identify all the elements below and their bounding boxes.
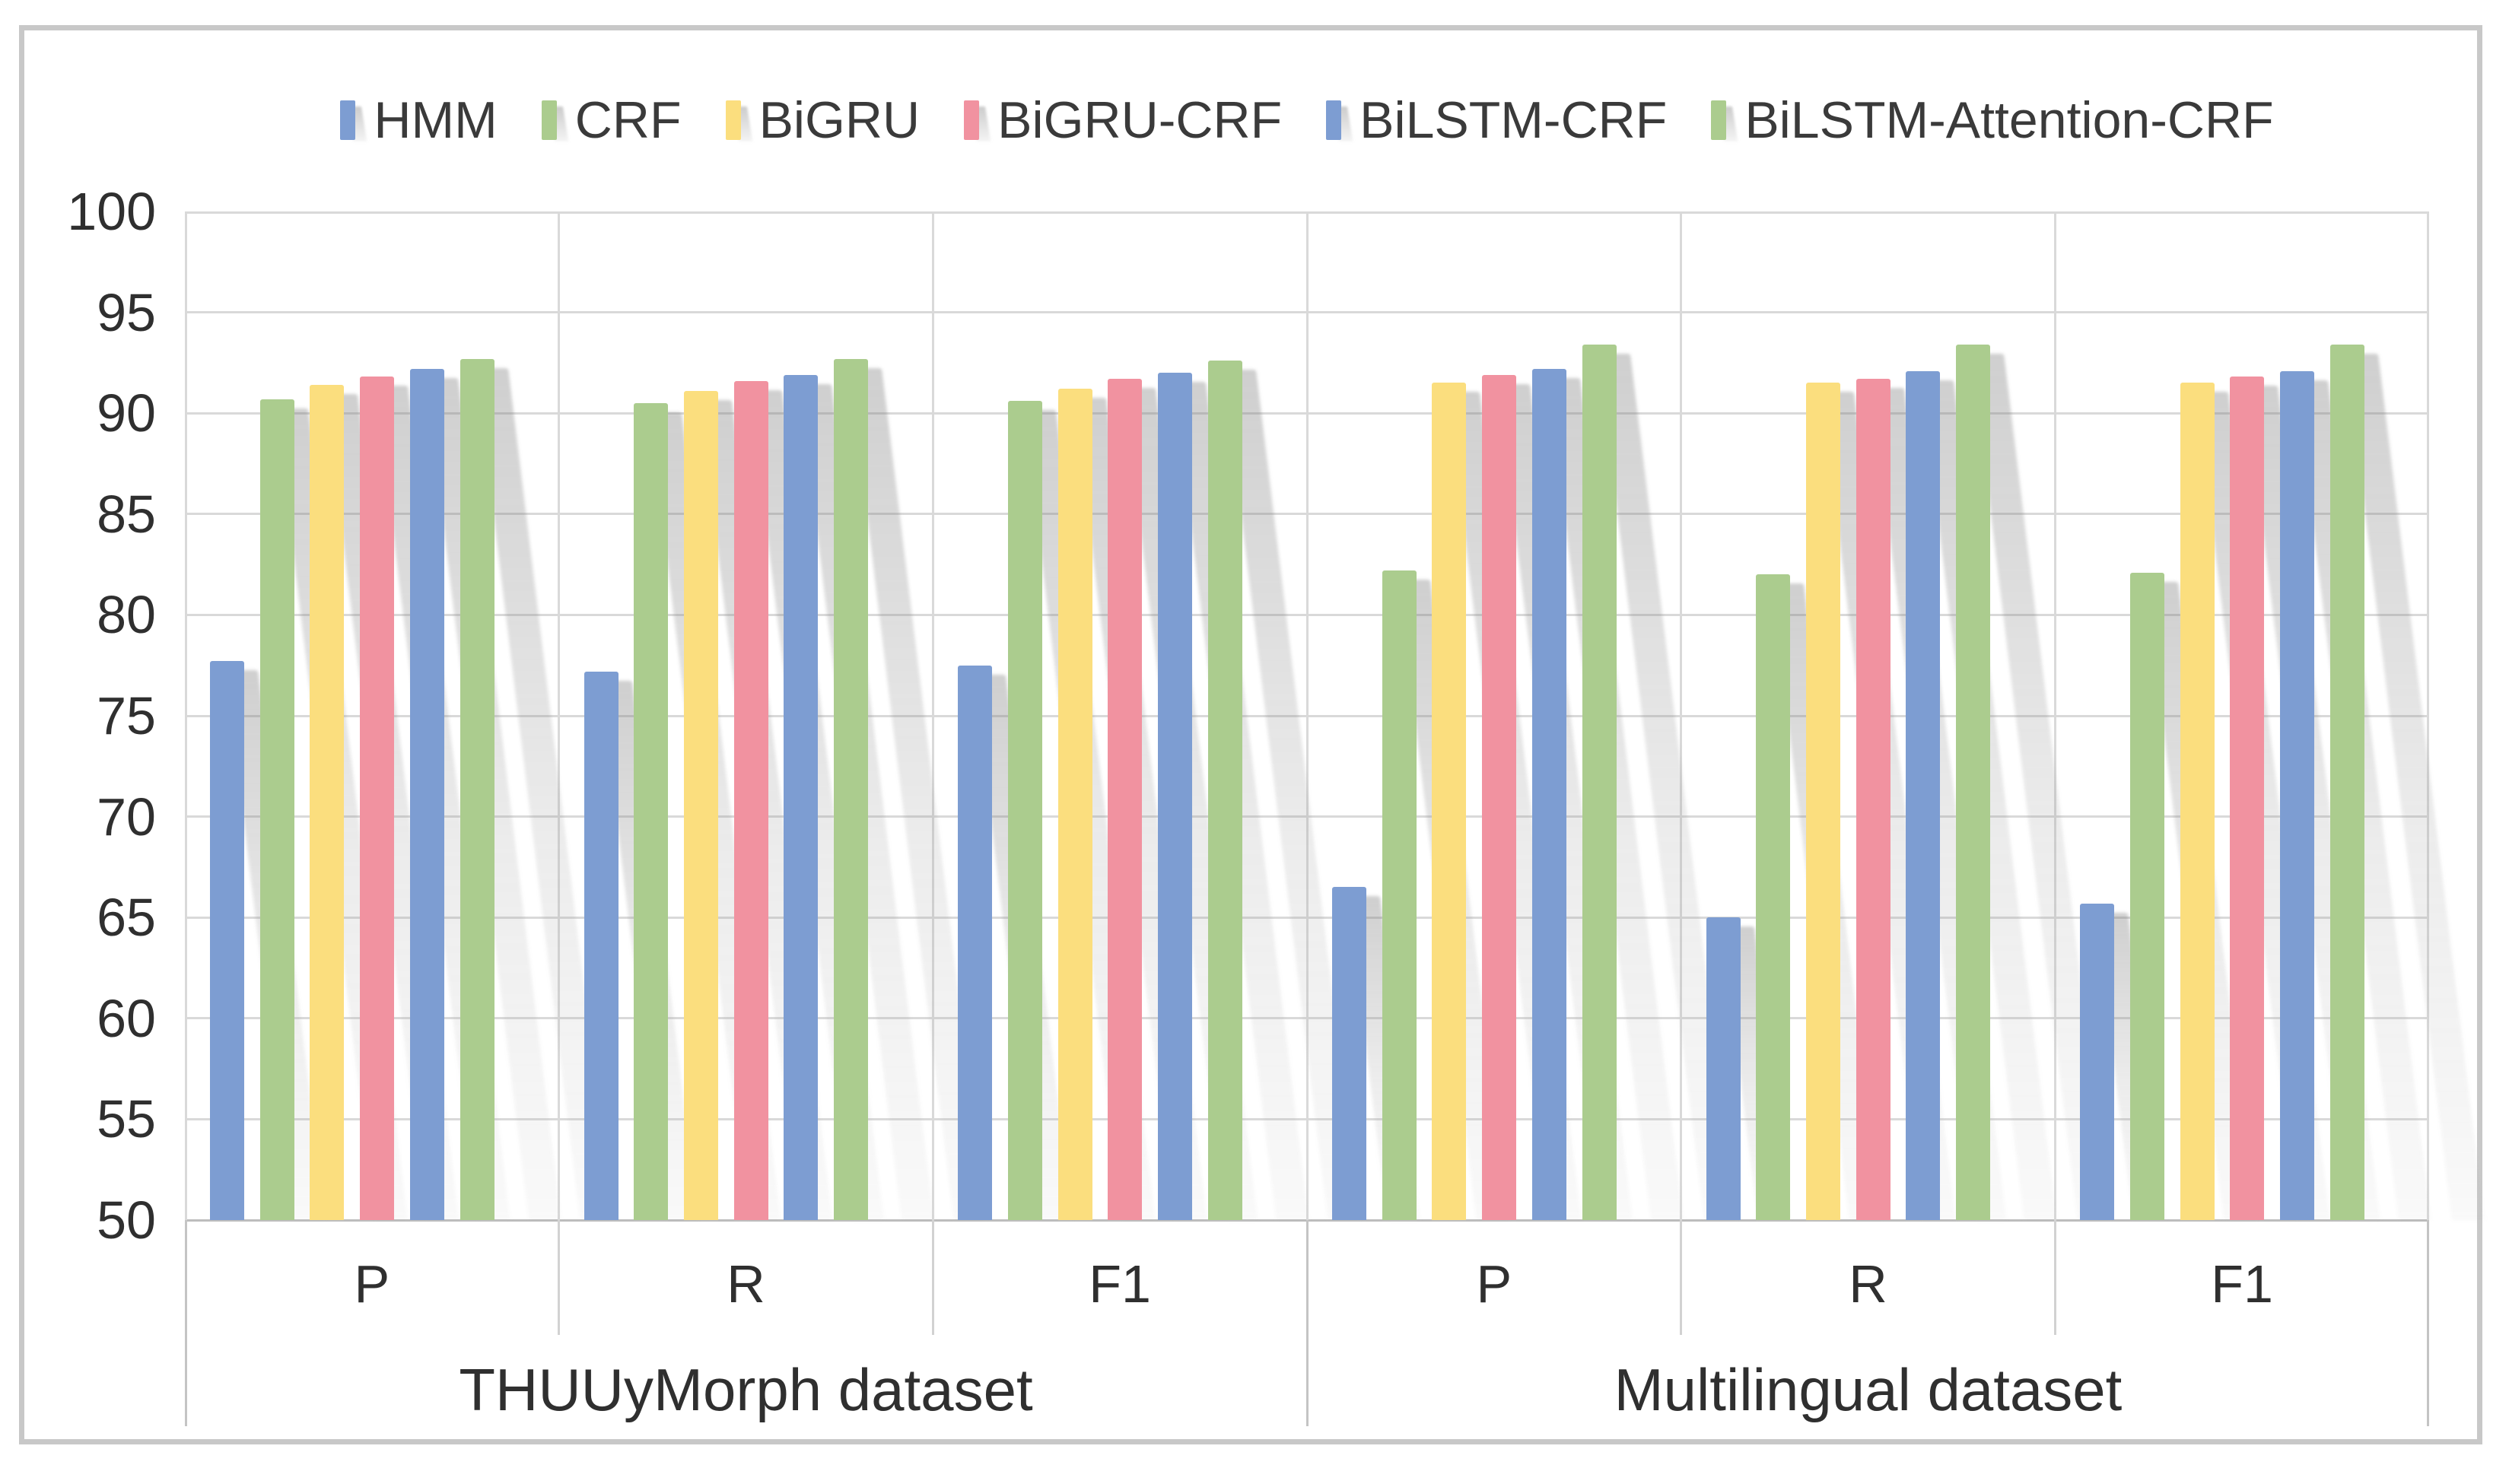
- bar: [1008, 401, 1043, 1220]
- dataset-separator: [2427, 1220, 2429, 1426]
- category-label: P: [354, 1254, 390, 1314]
- legend-swatch: [725, 100, 741, 140]
- category-separator: [1680, 1220, 1683, 1335]
- bar: [733, 380, 768, 1220]
- bar: [1108, 379, 1143, 1220]
- y-tick-label: 55: [97, 1089, 156, 1149]
- y-tick-label: 90: [97, 383, 156, 443]
- y-tick-label: 50: [97, 1190, 156, 1250]
- bar: [1332, 887, 1366, 1220]
- y-tick-label: 85: [97, 484, 156, 544]
- y-tick-label: 60: [97, 988, 156, 1048]
- y-tick-label: 75: [97, 686, 156, 745]
- bar: [259, 399, 294, 1220]
- dataset-separator: [185, 1220, 187, 1426]
- bar: [360, 377, 395, 1220]
- vertical-gridline: [2053, 211, 2056, 1220]
- legend-swatch-icon: [1326, 100, 1353, 141]
- legend-label: BiLSTM-Attention-CRF: [1744, 91, 2274, 149]
- bar: [1856, 379, 1890, 1220]
- legend-label: BiGRU: [758, 91, 921, 149]
- bar: [210, 661, 244, 1220]
- category-label: R: [727, 1254, 765, 1314]
- bar: [1806, 383, 1841, 1220]
- vertical-gridline: [931, 211, 934, 1220]
- legend-swatch-icon: [964, 100, 991, 141]
- category-separator: [931, 1220, 934, 1335]
- legend-swatch-icon: [1711, 100, 1738, 141]
- y-tick-label: 65: [97, 888, 156, 948]
- bar: [1158, 373, 1193, 1220]
- legend-item: BiLSTM-CRF: [1326, 91, 1667, 150]
- legend-swatch-icon: [340, 100, 367, 141]
- bar: [684, 391, 719, 1220]
- category-label: R: [1849, 1254, 1887, 1314]
- legend-swatch: [964, 100, 980, 140]
- category-label: F1: [1089, 1254, 1151, 1314]
- y-tick-label: 100: [67, 182, 156, 241]
- bar: [1531, 368, 1566, 1220]
- vertical-gridline: [1305, 211, 1309, 1220]
- bar: [1207, 361, 1242, 1220]
- vertical-gridline: [2427, 211, 2429, 1220]
- vertical-gridline: [1680, 211, 1683, 1220]
- legend-label: BiLSTM-CRF: [1359, 91, 1668, 149]
- legend-item: CRF: [541, 91, 682, 150]
- bar: [460, 358, 494, 1220]
- bar: [1482, 374, 1517, 1220]
- y-tick-label: 80: [97, 585, 156, 645]
- bar: [1582, 345, 1617, 1220]
- legend-item: HMM: [340, 91, 498, 150]
- legend-label: CRF: [574, 91, 682, 149]
- bar: [1906, 370, 1941, 1220]
- legend-swatch-icon: [541, 100, 569, 141]
- bar: [1057, 389, 1092, 1220]
- dataset-label: Multilingual dataset: [1614, 1356, 2123, 1423]
- bar: [834, 358, 869, 1220]
- bar: [2329, 345, 2364, 1220]
- dataset-label: THUUyMorph dataset: [459, 1356, 1033, 1423]
- bar: [1706, 917, 1741, 1220]
- dataset-separator: [1305, 1220, 1309, 1426]
- legend-item: BiLSTM-Attention-CRF: [1711, 91, 2274, 150]
- bar: [1432, 383, 1467, 1220]
- bar: [1382, 570, 1417, 1220]
- bar: [2180, 383, 2215, 1220]
- bar: [1756, 574, 1791, 1220]
- bar: [784, 374, 819, 1220]
- category-label: F1: [2211, 1254, 2273, 1314]
- bar: [584, 671, 619, 1220]
- category-label: P: [1476, 1254, 1512, 1314]
- vertical-gridline: [185, 211, 187, 1220]
- bar: [2230, 377, 2265, 1220]
- bar: [958, 665, 993, 1220]
- legend-label: HMM: [374, 91, 498, 149]
- y-tick-label: 70: [97, 786, 156, 847]
- bar: [1956, 345, 1991, 1220]
- bar: [310, 385, 345, 1220]
- legend-swatch-icon: [725, 100, 752, 141]
- legend-swatch: [1326, 100, 1342, 140]
- legend-label: BiGRU-CRF: [997, 91, 1283, 149]
- legend-swatch: [340, 100, 356, 140]
- y-axis-tick-labels: 50 55 60 65 70 75 80 85 90 95 100: [0, 185, 156, 1247]
- bar: [634, 402, 669, 1220]
- bar: [2080, 903, 2115, 1220]
- chart-legend: HMM CRF BiGRU BiGRU-CRF BiLSTM-CRF BiLSTM-Att…: [185, 82, 2429, 158]
- bar: [409, 368, 444, 1220]
- plot-area: [185, 211, 2485, 1222]
- vertical-gridline: [558, 211, 561, 1220]
- category-separator: [2053, 1220, 2056, 1335]
- legend-item: BiGRU-CRF: [964, 91, 1282, 150]
- bar-layer: [185, 211, 2429, 1220]
- bar: [2130, 572, 2165, 1220]
- legend-swatch: [1711, 100, 1727, 140]
- bar: [2280, 370, 2315, 1220]
- legend-item: BiGRU: [725, 91, 921, 150]
- category-separator: [558, 1220, 561, 1335]
- legend-swatch: [541, 100, 557, 140]
- y-tick-label: 95: [97, 282, 156, 342]
